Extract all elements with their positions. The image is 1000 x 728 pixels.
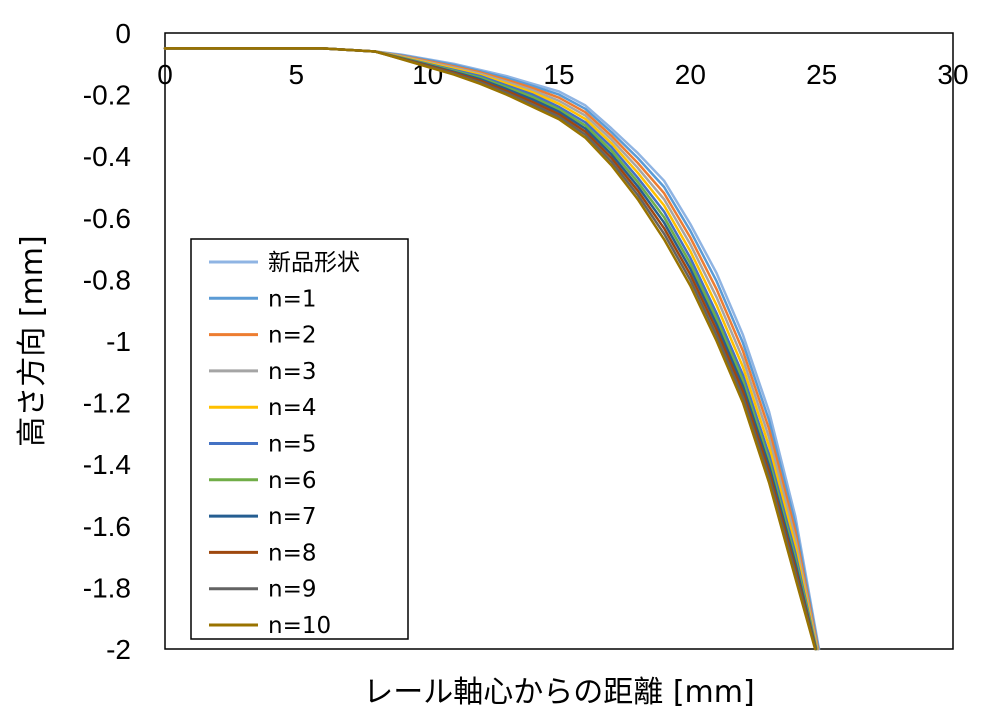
y-tick-label: -1.2: [83, 388, 131, 419]
y-tick-label: -1.6: [83, 511, 131, 542]
x-axis-ticks: 0 5 10 15 20 25 30: [157, 59, 968, 90]
legend-label: n=1: [268, 286, 316, 312]
x-tick-label: 30: [937, 59, 968, 90]
series-lines: [163, 47, 821, 651]
legend-box: [190, 238, 409, 640]
x-tick-label: 5: [289, 59, 305, 90]
legend-label: n=8: [268, 540, 316, 566]
y-axis-title: 高さ方向 [mm]: [15, 235, 50, 446]
x-tick-label: 0: [157, 59, 173, 90]
x-tick-label: 20: [675, 59, 706, 90]
legend-label: n=5: [268, 432, 316, 458]
y-tick-label: -1.4: [83, 449, 131, 480]
legend-label: n=6: [268, 468, 316, 494]
y-tick-label: -0.8: [83, 264, 131, 295]
legend-label: n=7: [268, 504, 316, 530]
legend-label: n=4: [268, 395, 316, 421]
series-line: [163, 47, 817, 651]
legend-label: n=10: [268, 613, 331, 639]
x-tick-label: 15: [543, 59, 574, 90]
y-axis-ticks: 0 -0.2 -0.4 -0.6 -0.8 -1 -1.2 -1.4 -1.6 -1.8 -2: [83, 18, 131, 665]
legend-label: 新品形状: [268, 250, 360, 276]
legend-label: n=9: [268, 577, 316, 603]
legend-label: n=2: [268, 323, 316, 349]
y-tick-label: -0.2: [83, 80, 131, 111]
y-tick-label: -2: [106, 634, 131, 665]
y-tick-label: -1: [106, 326, 131, 357]
y-tick-label: 0: [115, 18, 131, 49]
legend-label: n=3: [268, 359, 316, 385]
y-tick-label: -1.8: [83, 572, 131, 603]
x-tick-label: 25: [806, 59, 837, 90]
x-axis-title: レール軸心からの距離 [mm]: [363, 675, 754, 710]
y-tick-label: -0.6: [83, 203, 131, 234]
legend: 新品形状 n=1 n=2 n=3 n=4 n=5 n=6 n=7 n=8 n=9 n=10: [190, 238, 409, 640]
y-tick-label: -0.4: [83, 141, 131, 172]
